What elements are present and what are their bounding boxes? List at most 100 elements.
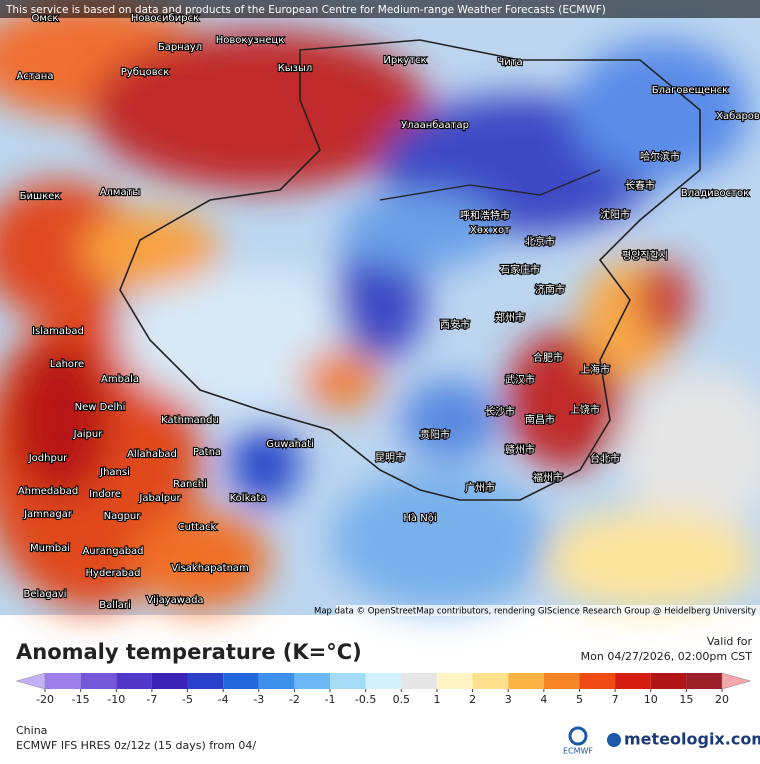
city-labels: Омск Новосибирск Барнаул Новокузнецк Рубцовс… [15,12,760,612]
color-swatch [436,673,473,689]
valid-time: Mon 04/27/2026, 02:00pm CST [581,650,753,663]
tick-label: -20 [36,693,54,706]
city-label: Кызыл [278,63,313,74]
city-label: 上海市 [580,363,610,376]
city-label: Belagavi [23,589,66,600]
model-run: ECMWF IFS HRES 0z/12z (15 days) from 04/ [16,739,256,752]
color-swatch [721,672,752,690]
color-swatch [330,673,366,689]
brand-logo [607,733,621,747]
tick-label: -2 [289,693,300,706]
city-label: Хөх хот [470,225,510,236]
notice-bar [0,0,760,18]
city-label: 台北市 [590,452,620,465]
city-label: Новокузнецк [216,35,284,46]
color-swatch [116,673,152,689]
city-label: Indore [89,489,121,500]
city-label: Mumbai [30,543,70,554]
city-label: Бишкек [20,191,61,202]
city-label: Vijayawada [146,595,203,606]
region: China [16,724,47,737]
city-label: Allahabad [127,449,177,460]
city-label: 石家庄市 [500,263,540,276]
city-label: Иркутск [383,55,426,66]
city-label: Jodhpur [28,453,68,464]
city-label: 济南市 [535,283,565,296]
city-label: 呼和浩特市 [460,209,510,222]
color-swatch [80,673,117,689]
city-label: New Delhi [75,402,126,413]
tick-label: -4 [218,693,229,706]
valid-label: Valid for [707,635,753,648]
city-label: 南昌市 [525,413,555,426]
tick-label: 10 [644,693,658,706]
city-label: Алматы [100,187,141,198]
city-label: Islamabad [32,326,84,337]
legend-title: Anomaly temperature (K=°C) [16,640,362,664]
city-label: Jamnagar [23,509,73,520]
notice: This service is based on data and produc… [5,4,606,16]
city-label: Улаанбаатар [401,120,469,131]
color-swatch [45,673,81,689]
city-label: Hà Nội [403,512,436,524]
city-label: Владивосток [681,188,749,199]
color-swatch [543,673,580,689]
color-swatch [258,673,295,689]
color-swatch [294,673,331,689]
color-swatch [472,673,509,689]
border [119,39,701,501]
tick-label: 1 [433,693,440,706]
city-label: Hyderabad [86,568,141,579]
border [379,169,601,201]
attribution-bg [336,605,760,616]
color-swatch [223,673,259,689]
city-label: Lahore [50,359,84,370]
city-label: Cuttack [178,522,217,533]
city-label: 长春市 [625,179,655,192]
city-label: Ranchi [173,479,207,490]
tick-label: 0.5 [393,693,411,706]
ecmwf-logo [568,726,588,746]
city-label: Jhansi [99,467,130,478]
color-swatch [579,673,616,689]
city-label: Kolkata [230,493,267,504]
color-swatch [508,673,544,689]
city-label: 武汉市 [505,373,535,386]
tick-label: 15 [679,693,693,706]
city-label: Ambala [101,374,139,385]
tick-label: 2 [469,693,476,706]
city-label: 昆明市 [375,451,405,464]
city-label: 西安市 [440,318,470,331]
city-label: 上饶市 [570,403,600,416]
ecmwf-text: ECMWF [563,747,593,756]
city-label: Kathmandu [161,415,219,426]
city-label: Омск [32,13,59,24]
color-swatch [187,673,224,689]
tick-label: -1 [325,693,336,706]
tick-label: 3 [505,693,512,706]
city-label: 福州市 [533,471,563,484]
city-label: 평양직할시 [622,250,668,262]
city-label: Чита [497,57,522,68]
city-label: Рубцовск [121,67,169,78]
city-label: Ahmedabad [18,486,78,497]
color-swatch [401,673,437,689]
city-label: 赣州市 [505,443,535,456]
city-label: Patna [193,447,221,458]
tick-label: 4 [540,693,547,706]
city-label: Guwahati [266,439,314,450]
city-label: Барнаул [158,42,202,53]
tick-label: -0.5 [355,693,376,706]
city-label: Visakhapatnam [171,563,249,574]
city-label: Jaipur [73,429,104,440]
color-swatch [15,672,46,690]
colorbar: -20 -15 -10 -7 -5 -4 -3 -2 -1 -0.5 0.5 1 2 3 4 5 7 10 15 20 [15,672,752,706]
city-label: 哈尔滨市 [640,150,680,163]
tick-label: 5 [576,693,583,706]
city-label: 郑州市 [495,311,525,324]
color-swatch [650,673,687,689]
attribution: Map data © OpenStreetMap contributors, r… [314,607,756,617]
city-label: Благовещенск [652,85,728,96]
city-label: Хабаров [716,111,760,122]
